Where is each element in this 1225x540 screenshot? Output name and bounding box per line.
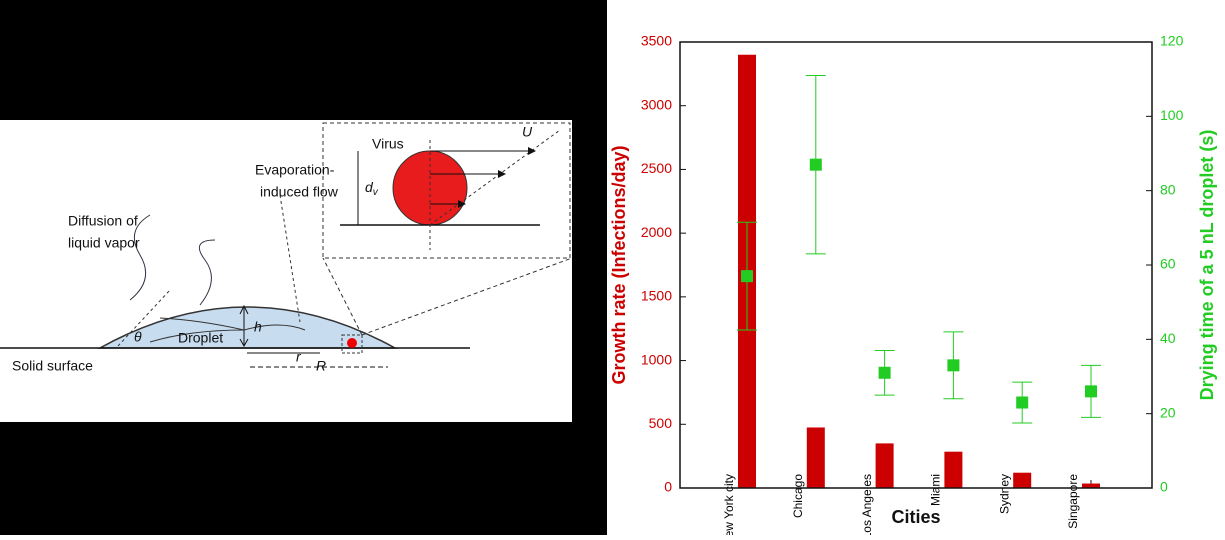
y2-tick-label: 0: [1160, 479, 1168, 495]
point: [1085, 385, 1097, 397]
y-tick-label: 0: [664, 479, 672, 495]
label: h: [254, 319, 262, 335]
x-tick-label: Sydney: [997, 474, 1011, 514]
x-tick-label: Los Angeles: [860, 474, 874, 535]
point: [741, 270, 753, 282]
y-tick-label: 2000: [641, 224, 672, 240]
y-tick-label: 1500: [641, 288, 672, 304]
x-tick-label: New York city: [722, 474, 736, 535]
label: Diffusion of: [68, 213, 138, 229]
y2-tick-label: 120: [1160, 33, 1184, 49]
page: Virus U dv Evaporation- induced flow Dif…: [0, 0, 1225, 535]
point: [810, 159, 822, 171]
label: Droplet: [178, 330, 223, 346]
point: [947, 359, 959, 371]
point: [1016, 397, 1028, 409]
label: Solid surface: [12, 358, 93, 374]
y2-tick-label: 100: [1160, 107, 1184, 123]
bar: [944, 452, 962, 488]
y-tick-label: 1000: [641, 351, 672, 367]
y2-tick-label: 60: [1160, 256, 1176, 272]
x-tick-label: Chicago: [791, 474, 805, 518]
figure: Virus U dv Evaporation- induced flow Dif…: [0, 0, 1225, 535]
bar: [1013, 473, 1031, 488]
point: [879, 367, 891, 379]
y-tick-label: 3000: [641, 96, 672, 112]
bar: [807, 427, 825, 488]
label: Virus: [372, 136, 404, 152]
y2-tick-label: 80: [1160, 181, 1176, 197]
virus-dot: [347, 338, 357, 348]
y2-tick-label: 20: [1160, 404, 1176, 420]
diagram: Virus U dv Evaporation- induced flow Dif…: [0, 120, 572, 422]
y2-axis-label: Drying time of a 5 nL droplet (s): [1197, 130, 1217, 401]
bar: [876, 443, 894, 488]
x-tick-label: Singapore: [1066, 474, 1080, 529]
x-tick-label: Miami: [929, 474, 943, 506]
label: Evaporation-: [255, 162, 335, 178]
label: θ: [134, 329, 142, 345]
chart: 0 500 1000 1500 2000 2500 3000 3500 0 20 40 60 80 100…: [609, 33, 1217, 535]
label: liquid vapor: [68, 235, 140, 251]
y-tick-label: 3500: [641, 33, 672, 49]
label: induced flow: [260, 184, 339, 200]
y-tick-label: 2500: [641, 160, 672, 176]
label: U: [522, 124, 533, 140]
y-axis-label: Growth rate (Infections/day): [609, 145, 629, 384]
x-axis-label: Cities: [891, 507, 940, 527]
y2-tick-label: 40: [1160, 330, 1176, 346]
y-tick-label: 500: [649, 415, 673, 431]
label: R: [316, 358, 326, 374]
